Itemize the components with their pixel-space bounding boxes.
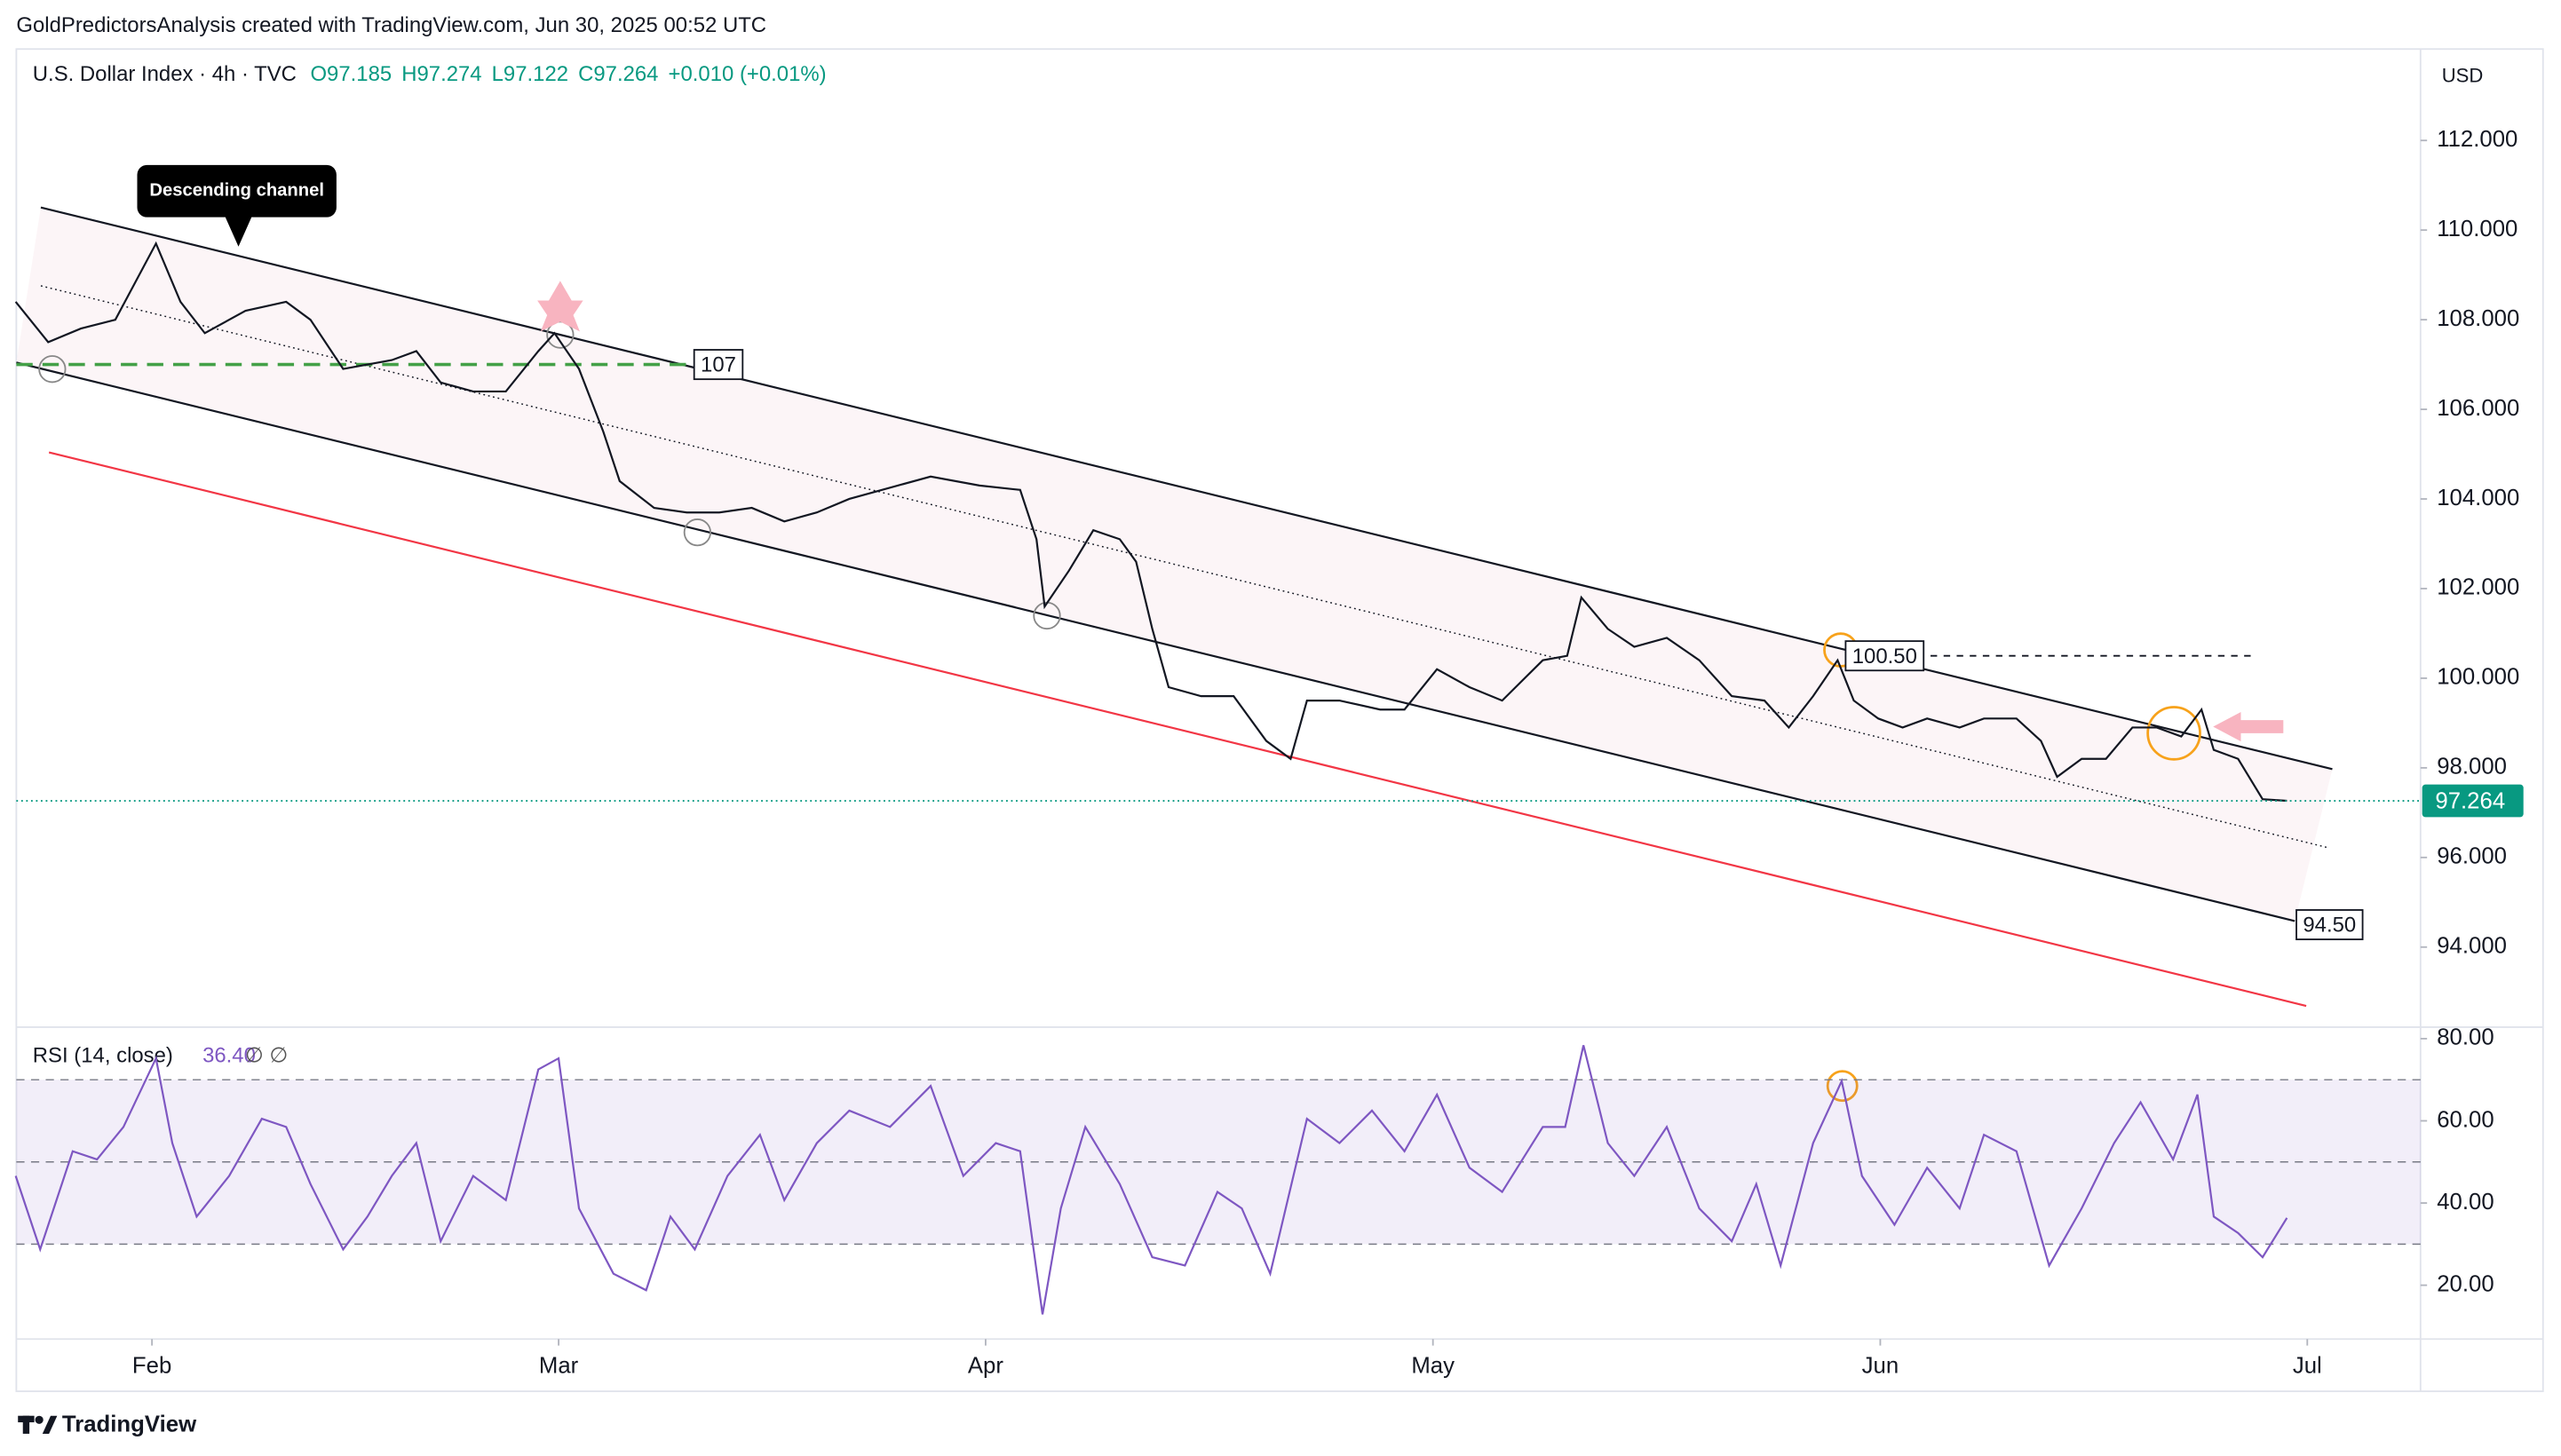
frame <box>15 48 2544 1393</box>
level-label: 100.50 <box>1852 645 1917 669</box>
header-text: GoldPredictorsAnalysis created with Trad… <box>16 13 766 37</box>
arrow-marker <box>2213 711 2284 742</box>
brand: TradingView <box>62 1412 197 1437</box>
y-tick-label: 110.000 <box>2437 217 2517 241</box>
rsi-title: RSI (14, close) <box>33 1043 173 1067</box>
logo-part <box>35 1415 44 1424</box>
level-label: 94.50 <box>2303 914 2356 938</box>
y-tick-label: 112.000 <box>2437 127 2517 152</box>
x-tick-label: Feb <box>132 1353 171 1378</box>
y-tick-label: 80.00 <box>2437 1025 2494 1050</box>
brand-logo <box>18 1415 58 1434</box>
price-line <box>14 241 2287 803</box>
ohlc-legend: O97.185 H97.274 L97.122 C97.264 +0.010 (+0.0… <box>310 62 826 86</box>
y-tick-label: 60.00 <box>2437 1107 2494 1132</box>
y-tick-label: 20.00 <box>2437 1271 2494 1296</box>
level-box <box>1844 640 1925 672</box>
ohlc-value: O97.185 <box>310 62 392 86</box>
x-tick-label: Mar <box>539 1353 579 1378</box>
channel-mid <box>40 285 2328 849</box>
rsi-value: 36.40 <box>202 1043 256 1067</box>
y-tick-label: 104.000 <box>2437 486 2519 510</box>
channel-red <box>48 451 2307 1008</box>
y-tick-label: 108.000 <box>2437 306 2519 331</box>
y-tick-label: 96.000 <box>2437 844 2507 869</box>
ohlc-change: +0.010 (+0.01%) <box>669 62 827 86</box>
y-tick-label: 98.000 <box>2437 755 2507 779</box>
rsi-extra: ∅ ∅ <box>245 1043 288 1067</box>
ohlc-value: H97.274 <box>401 62 481 86</box>
logo-part <box>42 1415 58 1434</box>
callout-box <box>137 164 337 247</box>
level-box <box>2295 909 2364 941</box>
x-tick-label: Jun <box>1862 1353 1899 1378</box>
currency: USD <box>2442 64 2484 86</box>
x-tick-label: Apr <box>968 1353 1003 1378</box>
highlight-circle <box>2146 706 2201 761</box>
price-line <box>14 1045 2288 1315</box>
x-tick-label: May <box>1411 1353 1455 1378</box>
y-tick-label: 100.000 <box>2437 665 2519 690</box>
y-tick-label: 106.000 <box>2437 396 2519 421</box>
pivot-circle <box>683 518 712 547</box>
logo-part <box>22 1415 30 1434</box>
level-box <box>693 349 744 381</box>
last-price-box <box>2422 784 2524 818</box>
star-marker <box>537 281 583 332</box>
last-price-label: 97.264 <box>2435 789 2505 814</box>
pivot-circle <box>38 355 67 384</box>
highlight-circle <box>1826 1070 1859 1103</box>
callout-text: Descending channel <box>149 181 324 201</box>
symbol-title: U.S. Dollar Index · 4h · TVC <box>33 62 297 86</box>
ohlc-value: L97.122 <box>492 62 568 86</box>
level-label: 107 <box>701 353 736 377</box>
y-tick-label: 94.000 <box>2437 934 2507 959</box>
ohlc-value: C97.264 <box>578 62 658 86</box>
y-tick-label: 40.00 <box>2437 1190 2494 1215</box>
y-tick-label: 102.000 <box>2437 575 2519 600</box>
x-tick-label: Jul <box>2293 1353 2322 1378</box>
channel-upper <box>40 206 2333 771</box>
